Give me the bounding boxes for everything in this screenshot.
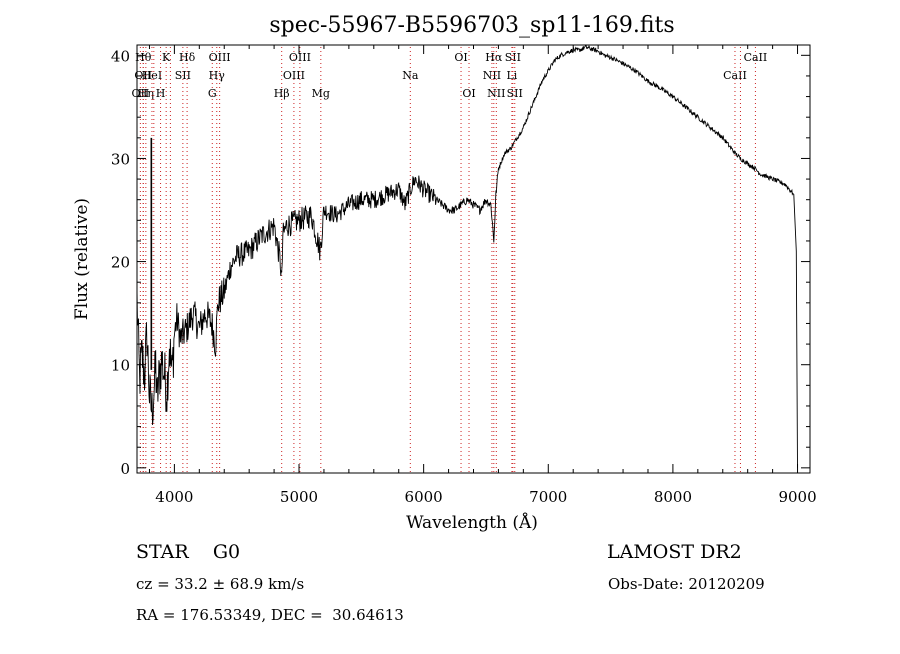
spectral-line-label: SII (505, 51, 521, 64)
obs-date: Obs-Date: 20120209 (608, 575, 765, 593)
chart-title: spec-55967-B5596703_sp11-169.fits (269, 13, 674, 38)
spectral-line-label: SII (175, 69, 191, 82)
spectral-class: STAR G0 (136, 541, 241, 563)
spectral-line-label: NII (483, 69, 501, 82)
spectral-line-label: H (156, 87, 166, 100)
spectral-line-label: SII (507, 87, 523, 100)
spectral-line-label: OI (454, 51, 467, 64)
x-tick-label: 6000 (405, 488, 443, 506)
survey-name: LAMOST DR2 (607, 541, 742, 563)
spectral-line-label: OIII (283, 69, 305, 82)
spectral-line-label: K (162, 51, 171, 64)
spectral-line-label: HeI (142, 69, 162, 82)
spectral-line-label: Na (402, 69, 419, 82)
spectral-line-label: OIII (289, 51, 311, 64)
spectral-line-label: CaII (723, 69, 747, 82)
x-tick-label: 5000 (280, 488, 318, 506)
y-tick-label: 40 (111, 47, 130, 65)
spectral-line-label: Hθ (135, 51, 152, 64)
spectral-lines-layer: OIIHθOIIHηHeIHKSIIHδGHγOIIIHβOIIIOIIIMgN… (132, 47, 768, 473)
spectral-line-label: OII (132, 87, 150, 100)
spectral-line-label: OIII (209, 51, 231, 64)
spectral-line-label: Hδ (179, 51, 196, 64)
spectral-line-label: NII (487, 87, 505, 100)
spectral-line-label: Li (506, 69, 517, 82)
spectral-line-label: Hβ (274, 87, 290, 100)
spectral-line-label: G (208, 87, 217, 100)
x-tick-label: 9000 (778, 488, 816, 506)
plot-frame (136, 44, 811, 474)
x-axis-label: Wavelength (Å) (406, 512, 538, 533)
spectral-line-label: CaII (744, 51, 768, 64)
spectral-line-label: Mg (312, 87, 330, 100)
x-tick-label: 4000 (155, 488, 193, 506)
series-layer (136, 44, 798, 468)
x-tick-label: 7000 (529, 488, 567, 506)
spectrum-line (136, 44, 798, 468)
redshift-cz: cz = 33.2 ± 68.9 km/s (136, 575, 305, 593)
spectral-line-label: Hα (485, 51, 503, 64)
coordinates: RA = 176.53349, DEC = 30.64613 (136, 606, 404, 624)
spectral-line-label: Hη (138, 87, 154, 100)
ticks-layer: 4000 5000 6000 7000 8000 9000 0 10 20 30 40 (111, 45, 817, 506)
y-tick-label: 0 (120, 460, 130, 478)
y-tick-label: 30 (111, 150, 130, 168)
spectral-line-label: OII (134, 69, 152, 82)
y-axis-label: Flux (relative) (72, 198, 92, 320)
y-tick-label: 20 (111, 254, 130, 272)
spectral-line-label: OI (462, 87, 475, 100)
spectral-line-label: Hγ (209, 69, 226, 82)
x-tick-label: 8000 (654, 488, 692, 506)
y-tick-label: 10 (111, 357, 130, 375)
